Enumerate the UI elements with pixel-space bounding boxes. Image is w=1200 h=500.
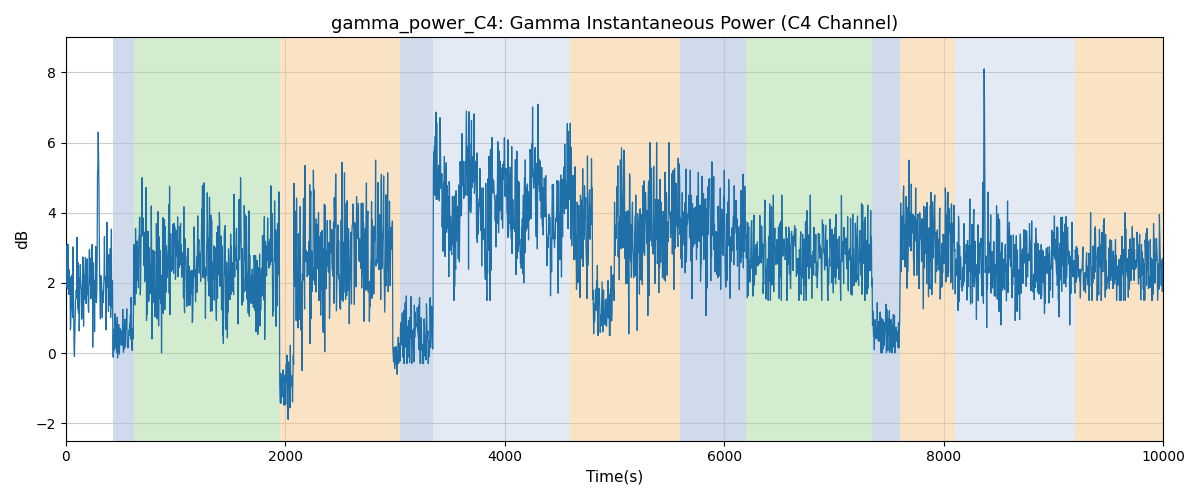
Bar	[988, 38, 1075, 440]
Bar	[482, 38, 570, 440]
Bar	[1075, 38, 1163, 440]
Bar	[133, 38, 280, 440]
Bar	[680, 38, 710, 440]
Bar	[746, 38, 872, 440]
Bar	[401, 38, 433, 440]
X-axis label: Time(s): Time(s)	[586, 470, 643, 485]
Bar	[570, 38, 614, 440]
Y-axis label: dB: dB	[16, 229, 30, 249]
Title: gamma_power_C4: Gamma Instantaneous Power (C4 Channel): gamma_power_C4: Gamma Instantaneous Powe…	[331, 15, 898, 34]
Bar	[433, 38, 482, 440]
Bar	[280, 38, 401, 440]
Bar	[710, 38, 746, 440]
Bar	[113, 38, 133, 440]
Bar	[614, 38, 680, 440]
Bar	[900, 38, 954, 440]
Bar	[954, 38, 988, 440]
Bar	[872, 38, 900, 440]
